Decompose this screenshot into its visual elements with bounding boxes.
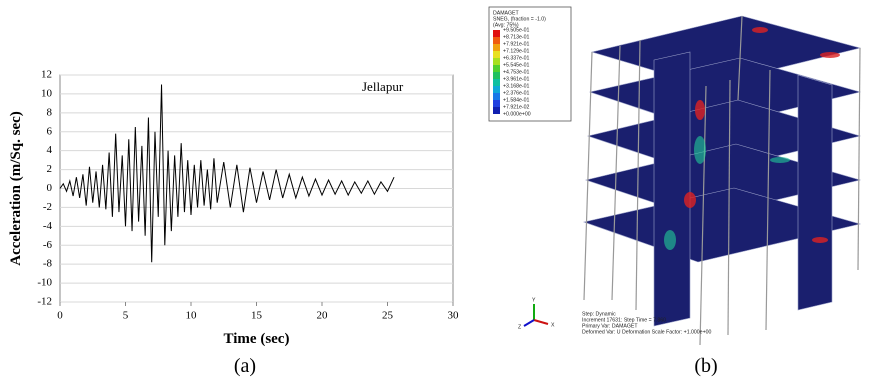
y-tick-label: 10 bbox=[41, 87, 53, 99]
y-tick-label: -6 bbox=[43, 239, 53, 251]
legend-value: +1.584e-01 bbox=[503, 97, 530, 103]
y-tick-label: -10 bbox=[37, 277, 52, 289]
legend-value: +7.129e-01 bbox=[503, 48, 530, 54]
legend-value: +7.921e-01 bbox=[503, 41, 530, 47]
annotation: Jellapur bbox=[362, 79, 404, 94]
footer-line: Deformed Var: U Deformation Scale Factor… bbox=[582, 329, 711, 335]
y-axis-title: Acceleration (m/Sq. sec) bbox=[8, 111, 24, 266]
shear-wall bbox=[798, 75, 832, 310]
color-band bbox=[493, 30, 500, 37]
y-tick-label: 0 bbox=[47, 182, 53, 194]
y-tick-label: 2 bbox=[47, 163, 53, 175]
color-band bbox=[493, 100, 500, 107]
legend-value: +3.168e-01 bbox=[503, 83, 530, 89]
legend-value: +4.753e-01 bbox=[503, 69, 530, 75]
legend-value: +9.505e-01 bbox=[503, 27, 530, 33]
legend-value: +5.545e-01 bbox=[503, 62, 530, 68]
color-band bbox=[493, 65, 500, 72]
color-band bbox=[493, 51, 500, 58]
color-band bbox=[493, 93, 500, 100]
y-tick-label: -12 bbox=[37, 296, 52, 308]
triad-label: Y bbox=[532, 297, 536, 303]
color-band bbox=[493, 86, 500, 93]
y-tick-label: -8 bbox=[43, 258, 53, 270]
color-band bbox=[493, 58, 500, 65]
x-tick-label: 10 bbox=[186, 310, 198, 322]
color-band bbox=[493, 107, 500, 114]
legend-value: +2.376e-01 bbox=[503, 90, 530, 96]
x-tick-label: 25 bbox=[382, 310, 394, 322]
panel-label: (a) bbox=[234, 355, 256, 377]
legend-value: +0.000e+00 bbox=[503, 111, 531, 117]
color-band bbox=[493, 72, 500, 79]
legend-value: +6.337e-01 bbox=[503, 55, 530, 61]
legend-value: +7.921e-02 bbox=[503, 104, 530, 110]
x-axis-title: Time (sec) bbox=[224, 331, 290, 347]
color-band bbox=[493, 44, 500, 51]
y-tick-label: 4 bbox=[47, 144, 53, 156]
legend-value: +3.961e-01 bbox=[503, 76, 530, 82]
triad-label: Z bbox=[518, 324, 521, 330]
y-tick-label: -2 bbox=[43, 201, 52, 213]
y-tick-label: -4 bbox=[43, 220, 53, 232]
panel-label: (b) bbox=[694, 355, 717, 377]
x-tick-label: 30 bbox=[448, 310, 460, 322]
x-tick-label: 5 bbox=[123, 310, 129, 322]
x-tick-label: 20 bbox=[317, 310, 329, 322]
triad-label: X bbox=[551, 322, 555, 328]
x-tick-label: 0 bbox=[57, 310, 63, 322]
contour-legend: DAMAGET SNEG, (fraction = -1.0) (Avg: 75… bbox=[489, 7, 571, 121]
color-band bbox=[493, 79, 500, 86]
x-tick-label: 15 bbox=[251, 310, 263, 322]
y-tick-label: 12 bbox=[41, 69, 52, 81]
color-band bbox=[493, 37, 500, 44]
y-tick-label: 6 bbox=[47, 125, 53, 137]
shear-wall bbox=[654, 52, 690, 326]
legend-value: +8.713e-01 bbox=[503, 34, 530, 40]
y-tick-label: 8 bbox=[47, 106, 53, 118]
figure: -12 -10 -8 -6 -4 -2 0 2 4 6 8 10 12 0 5 10 15 20 25 30 Time … bbox=[0, 0, 876, 387]
